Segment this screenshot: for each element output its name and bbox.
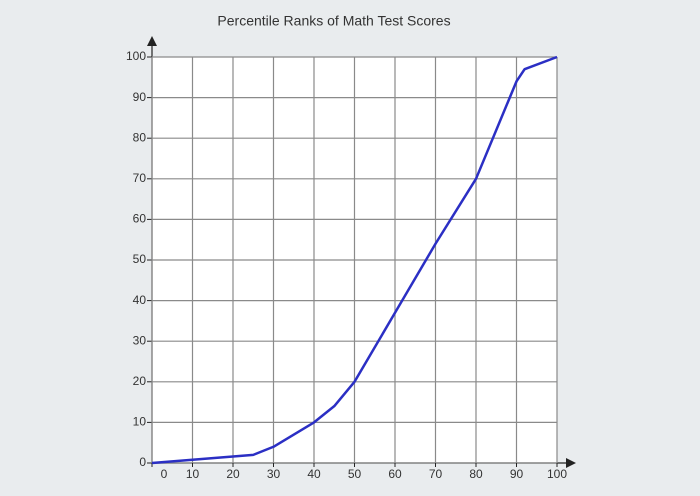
x-tick-label: 50 bbox=[348, 467, 362, 481]
x-tick-label: 40 bbox=[307, 467, 321, 481]
y-axis-arrow bbox=[147, 36, 157, 46]
x-tick-label: 10 bbox=[186, 467, 200, 481]
x-tick-label: 60 bbox=[388, 467, 402, 481]
x-tick-label: 90 bbox=[510, 467, 524, 481]
x-tick-label: 100 bbox=[547, 467, 567, 481]
y-tick-label: 0 bbox=[139, 455, 146, 469]
y-tick-label: 20 bbox=[133, 374, 147, 388]
x-tick-label: 70 bbox=[429, 467, 443, 481]
y-tick-label: 10 bbox=[133, 415, 147, 429]
y-tick-label: 40 bbox=[133, 293, 147, 307]
x-tick-label: 20 bbox=[226, 467, 240, 481]
y-tick-label: 30 bbox=[133, 333, 147, 347]
y-tick-label: 70 bbox=[133, 171, 147, 185]
y-tick-label: 50 bbox=[133, 252, 147, 266]
x-tick-label: 80 bbox=[469, 467, 483, 481]
x-tick-label: 0 bbox=[161, 467, 168, 481]
x-tick-label: 30 bbox=[267, 467, 281, 481]
y-tick-label: 60 bbox=[133, 212, 147, 226]
y-tick-label: 80 bbox=[133, 130, 147, 144]
y-tick-label: 90 bbox=[133, 90, 147, 104]
x-axis-arrow bbox=[566, 458, 576, 468]
y-tick-label: 100 bbox=[126, 49, 146, 63]
data-line bbox=[151, 55, 558, 465]
chart-title: Percentile Ranks of Math Test Scores bbox=[217, 13, 450, 29]
